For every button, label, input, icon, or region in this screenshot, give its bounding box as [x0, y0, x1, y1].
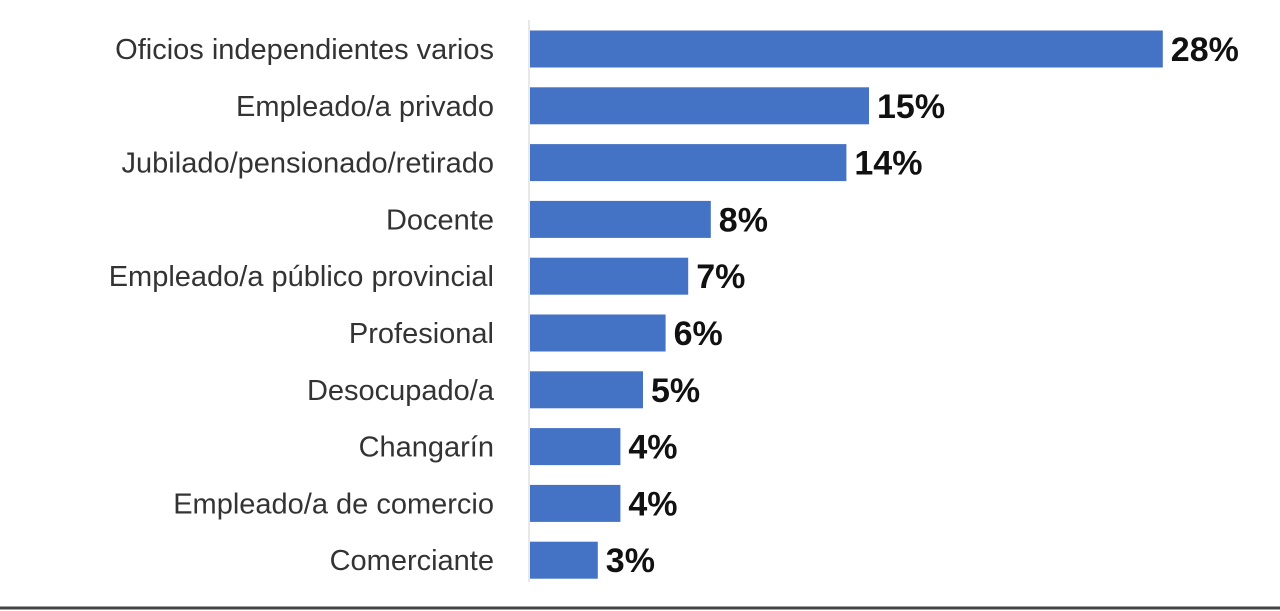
category-label: Jubilado/pensionado/retirado	[122, 148, 494, 180]
bar	[530, 314, 666, 352]
category-label: Oficios independientes varios	[115, 34, 494, 66]
data-label: 14%	[854, 145, 922, 183]
category-label: Changarín	[359, 432, 494, 464]
bar	[530, 30, 1163, 68]
bar	[530, 200, 711, 238]
data-label: 4%	[628, 429, 677, 467]
category-label: Empleado/a privado	[236, 91, 494, 123]
bar	[530, 371, 643, 409]
data-label: 8%	[719, 201, 768, 239]
data-label: 5%	[651, 372, 700, 410]
bar	[530, 144, 847, 182]
category-label: Desocupado/a	[307, 375, 495, 407]
category-label: Empleado/a público provincial	[109, 261, 494, 293]
data-label: 4%	[628, 485, 677, 523]
bar	[530, 428, 621, 466]
data-label: 7%	[696, 258, 745, 296]
bar	[530, 257, 689, 295]
bar	[530, 541, 598, 579]
data-label: 6%	[674, 315, 723, 353]
category-label: Profesional	[349, 318, 494, 350]
bar	[530, 484, 621, 522]
data-label: 3%	[606, 542, 655, 580]
category-label: Docente	[386, 204, 494, 236]
data-label: 15%	[877, 88, 945, 126]
bar	[530, 87, 869, 125]
category-label: Comerciante	[330, 545, 494, 577]
category-label: Empleado/a de comercio	[173, 488, 494, 520]
data-label: 28%	[1171, 31, 1239, 69]
